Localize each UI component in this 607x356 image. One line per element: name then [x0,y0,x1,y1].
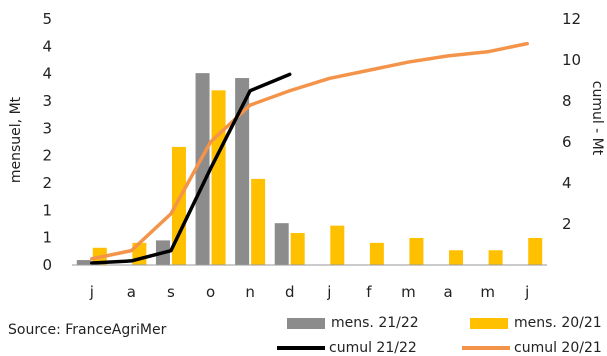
x-tick-label: j [326,283,331,301]
bar-mens-2122 [274,223,289,265]
legend-item-mens-2122: mens. 21/22 [287,315,419,331]
bar-mens-2021 [290,233,305,265]
x-tick-label: d [285,283,295,301]
y-tick-label: 3 [42,92,52,110]
legend-swatch-orange-line [462,346,510,350]
y-tick-label: 1 [42,229,52,247]
legend-item-mens-2021: mens. 20/21 [470,315,602,331]
x-tick-label: f [366,283,372,301]
x-tick-label: j [524,283,529,301]
bar-mens-2021 [330,225,345,265]
bars-group [76,73,543,266]
bar-mens-2021 [528,237,543,265]
x-tick-label: s [167,283,175,301]
source-note: Source: FranceAgriMer [8,322,167,338]
bar-mens-2021 [211,90,226,265]
x-tick-label: m [401,283,416,301]
series-line-cumul-2122 [90,72,292,265]
legend-item-cumul-2122: cumul 21/22 [277,340,417,356]
bar-mens-2021 [171,146,186,265]
x-tick-label: m [480,283,495,301]
bar-mens-2021 [369,242,384,265]
bar-mens-2021 [409,237,424,265]
y2-tick-label: 4 [562,174,572,192]
y2-tick-label: 2 [562,215,572,233]
y-tick-label: 2 [42,147,52,165]
legend-label: mens. 20/21 [514,315,602,331]
y-tick-label: 0 [42,256,52,274]
x-tick-label: a [443,283,452,301]
legend-item-cumul-2021: cumul 20/21 [462,340,602,356]
legend-label: mens. 21/22 [331,315,419,331]
legend-swatch-gray-bar [287,317,325,329]
bar-mens-2021 [449,250,464,265]
bar-mens-2122 [195,73,210,266]
y-tick-label: 1 [42,201,52,219]
x-tick-label: o [206,283,215,301]
y2-axis-label: cumul - Mt [589,81,605,156]
x-tick-label: n [245,283,255,301]
y-axis-label: mensuel, Mt [8,96,24,183]
y2-tick-label: 12 [562,10,581,28]
legend-swatch-black-line [277,346,325,350]
y-tick-label: 3 [42,119,52,137]
legend-label: cumul 20/21 [514,340,602,356]
x-tick-label: a [127,283,136,301]
x-tick-label: j [89,283,94,301]
y-tick-label: 5 [42,10,52,28]
y-tick-label: 4 [42,37,52,55]
legend-label: cumul 21/22 [329,340,417,356]
y2-tick-label: 8 [562,92,572,110]
bar-mens-2021 [251,178,266,265]
bar-mens-2021 [488,250,503,265]
y2-tick-label: 6 [562,133,572,151]
legend-swatch-yellow-bar [470,317,508,329]
series-line-cumul-2021 [90,41,529,261]
bar-mens-2122 [235,78,250,265]
y2-tick-label: 10 [562,51,581,69]
y-tick-label: 4 [42,65,52,83]
y-tick-label: 2 [42,174,52,192]
bar-mens-2122 [76,260,91,265]
lines-group [90,41,529,265]
